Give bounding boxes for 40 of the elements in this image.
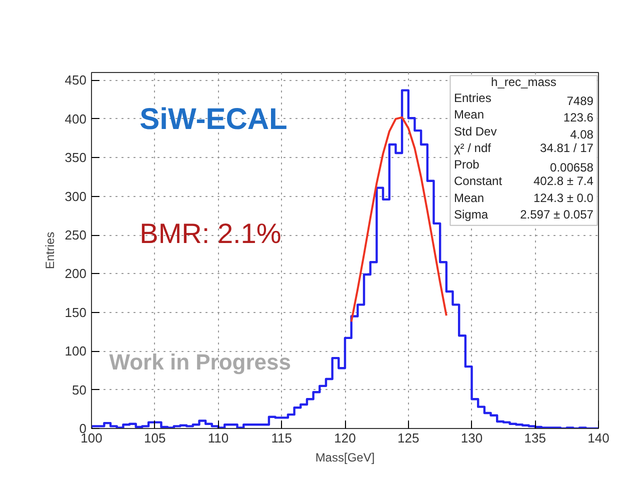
annotation: Sigma xyxy=(454,207,488,222)
x-tick-label: 110 xyxy=(208,430,229,446)
annotation: 7489 xyxy=(566,94,594,108)
annotation: Work in Progress xyxy=(109,349,292,374)
x-tick-label: 125 xyxy=(398,430,420,446)
annotation: χ² / ndf xyxy=(454,140,492,155)
annotation: Prob xyxy=(454,158,480,172)
y-tick-label: 150 xyxy=(64,304,87,320)
y-tick-label: 200 xyxy=(64,266,87,282)
x-tick-label: 130 xyxy=(460,430,483,446)
annotation: 402.8 ± 7.4 xyxy=(533,174,594,188)
x-tick-label: 120 xyxy=(334,430,356,446)
annotation: 0.00658 xyxy=(550,160,594,175)
annotation: Std Dev xyxy=(454,124,497,138)
x-tick-label: 115 xyxy=(271,430,292,446)
x-axis-title: Mass[GeV] xyxy=(315,450,375,464)
y-tick-label: 50 xyxy=(72,382,87,398)
x-tick-label: 105 xyxy=(144,430,166,446)
annotation: Mean xyxy=(454,190,484,205)
x-tick-label: 140 xyxy=(588,430,610,446)
y-tick-label: 300 xyxy=(64,188,87,204)
annotation: Constant xyxy=(454,174,503,188)
annotation: SiW-ECAL xyxy=(140,102,288,136)
annotation: h_rec_mass xyxy=(491,75,556,90)
annotation: 2.597 ± 0.057 xyxy=(520,207,594,222)
annotation: BMR: 2.1% xyxy=(140,218,282,249)
annotation: 4.08 xyxy=(570,127,594,142)
annotation: Mean xyxy=(454,108,484,122)
x-tick-label: 135 xyxy=(524,430,546,446)
annotation: 34.81 / 17 xyxy=(540,140,594,155)
y-tick-label: 450 xyxy=(64,72,87,88)
y-tick-label: 400 xyxy=(64,111,87,126)
annotation: 124.3 ± 0.0 xyxy=(533,190,594,205)
y-tick-label: 100 xyxy=(64,344,87,359)
y-tick-label: 250 xyxy=(64,228,87,243)
y-tick-label: 350 xyxy=(64,150,87,166)
annotation: Entries xyxy=(454,91,492,106)
line-series xyxy=(350,116,448,323)
annotation: 123.6 xyxy=(563,110,594,125)
y-axis-title: Entries xyxy=(42,232,57,270)
